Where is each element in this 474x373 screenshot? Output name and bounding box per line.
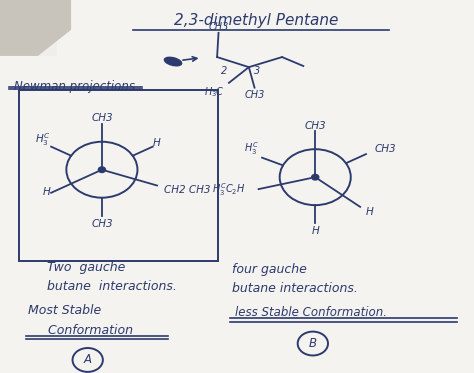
Text: CH3: CH3 — [304, 120, 326, 131]
Text: B: B — [309, 337, 317, 350]
Text: CH3: CH3 — [91, 113, 113, 123]
Text: Most Stable: Most Stable — [28, 304, 102, 317]
Text: $H_3C$: $H_3C$ — [204, 85, 225, 99]
Polygon shape — [0, 0, 71, 56]
Text: $H_3^C$: $H_3^C$ — [35, 131, 51, 148]
Text: $H_3^CC_2H$: $H_3^CC_2H$ — [211, 181, 246, 198]
Text: Conformation: Conformation — [40, 324, 133, 337]
Text: CH2 CH3: CH2 CH3 — [164, 185, 210, 195]
Text: $H_3^C$: $H_3^C$ — [244, 141, 259, 157]
Text: 2,3-dimethyl Pentane: 2,3-dimethyl Pentane — [174, 13, 338, 28]
Text: H: H — [311, 226, 319, 236]
Text: CH3: CH3 — [209, 22, 228, 32]
Text: butane interactions.: butane interactions. — [232, 282, 358, 295]
Circle shape — [98, 167, 105, 172]
Text: less Stable Conformation.: less Stable Conformation. — [235, 306, 387, 319]
Text: A: A — [84, 354, 91, 366]
Ellipse shape — [164, 57, 182, 66]
Text: four gauche: four gauche — [232, 263, 307, 276]
Text: CH3: CH3 — [245, 90, 264, 100]
FancyBboxPatch shape — [57, 0, 474, 373]
FancyBboxPatch shape — [0, 56, 71, 373]
Text: H: H — [365, 207, 374, 217]
Circle shape — [312, 174, 319, 180]
Text: H: H — [153, 138, 161, 148]
Text: 2: 2 — [221, 66, 227, 76]
Text: 3: 3 — [254, 66, 260, 76]
Text: CH3: CH3 — [375, 144, 397, 154]
Text: CH3: CH3 — [91, 219, 113, 229]
Text: Two  gauche: Two gauche — [47, 261, 126, 274]
Text: butane  interactions.: butane interactions. — [47, 280, 177, 294]
Text: H: H — [43, 187, 51, 197]
Text: Newman projections: Newman projections — [14, 80, 135, 93]
